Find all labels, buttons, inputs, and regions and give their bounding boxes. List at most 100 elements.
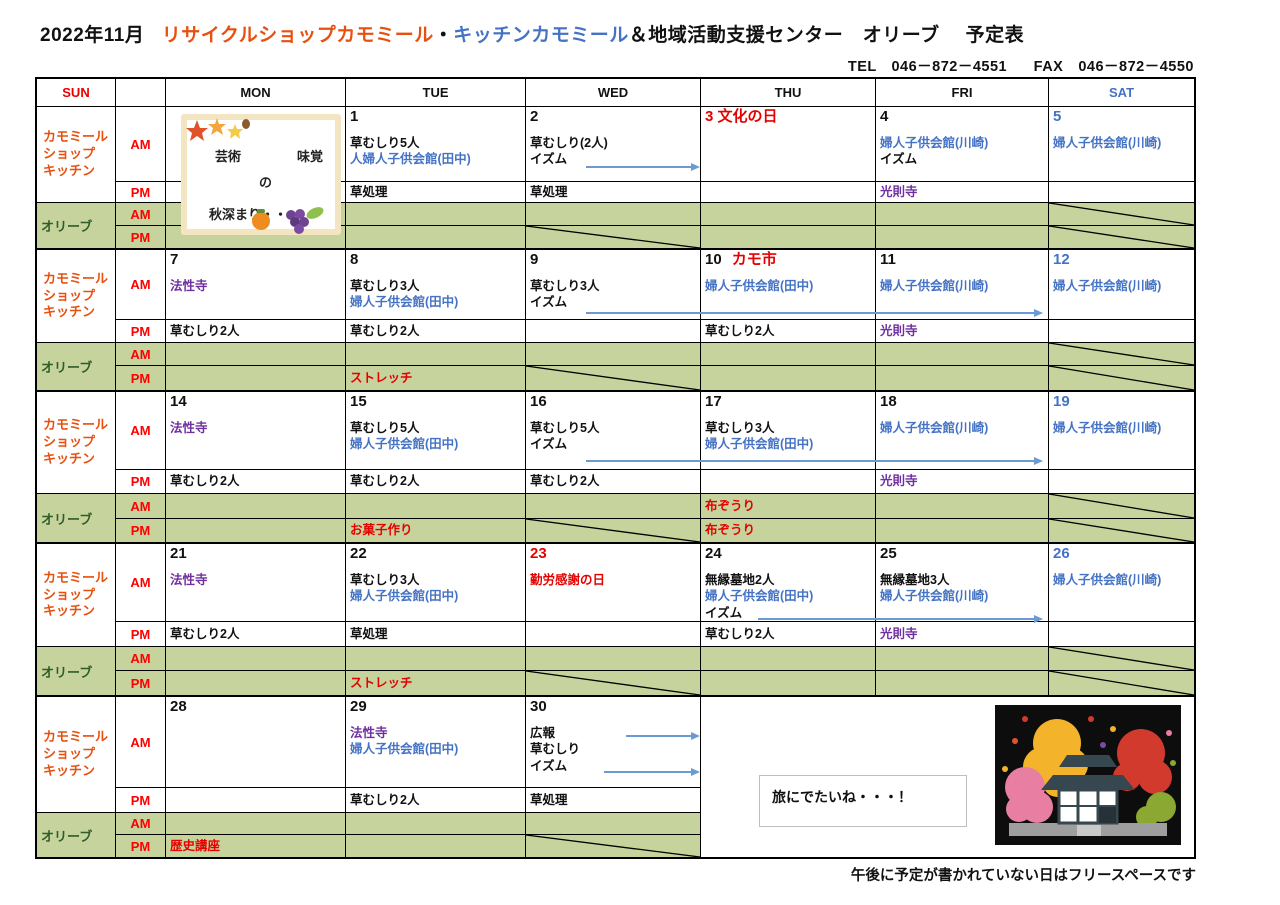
contact-line: TEL 046－872－4551 FAX 046－872－4550 bbox=[848, 55, 1194, 76]
cell-wed16-pm: 草むしり2人 bbox=[526, 470, 701, 494]
am-label: AM bbox=[116, 392, 166, 470]
date-21: 21 bbox=[170, 545, 187, 562]
cell-tue22-olive-pm: ストレッチ bbox=[346, 671, 526, 695]
cell-tue15-olive-pm: お菓子作り bbox=[346, 519, 526, 542]
olive-am-label: AM bbox=[116, 343, 166, 366]
pm-label: PM bbox=[116, 622, 166, 647]
cell-fri25-pm: 光則寺 bbox=[876, 622, 1049, 647]
cell-sat19-pm bbox=[1049, 470, 1194, 494]
header-fri: FRI bbox=[876, 79, 1049, 106]
cell-mon21-am: 21 法性寺 bbox=[166, 544, 346, 622]
cell-wed2-olive-pm bbox=[526, 226, 701, 248]
card-text: 味覚 bbox=[296, 149, 323, 164]
event: 婦人子供会館(田中) bbox=[705, 589, 814, 604]
cell-fri11-olive-pm bbox=[876, 366, 1049, 390]
cell-tue8-pm: 草むしり2人 bbox=[346, 320, 526, 343]
pink-tree bbox=[1005, 767, 1053, 823]
cell-wed2-olive-am bbox=[526, 203, 701, 226]
diagonal-line bbox=[526, 366, 700, 390]
event: イズム bbox=[705, 605, 743, 620]
week-row-1: カモミール ショップ キッチン オリーブ AM PM AM PM 1 草むしり5人 … bbox=[37, 107, 1194, 250]
cell-wed9-pm bbox=[526, 320, 701, 343]
cell-fri4-pm: 光則寺 bbox=[876, 182, 1049, 203]
cell-mon21-olive-am bbox=[166, 647, 346, 671]
cell-fri4-am: 4 婦人子供会館(川崎) イズム bbox=[876, 107, 1049, 182]
olive-label: オリーブ bbox=[37, 647, 116, 695]
date-19: 19 bbox=[1053, 393, 1070, 410]
cell-tue29-pm: 草むしり2人 bbox=[346, 788, 526, 813]
event: 草処理 bbox=[350, 626, 388, 641]
header-thu: THU bbox=[701, 79, 876, 106]
event: 草むしり2人 bbox=[350, 323, 420, 338]
event: 光則寺 bbox=[880, 474, 918, 489]
olive-pm-label: PM bbox=[116, 226, 166, 248]
week-row-4: カモミール ショップ キッチン オリーブ AM PM AM PM 21 法性寺 草む… bbox=[37, 544, 1194, 697]
cell-sat12-am: 12 婦人子供会館(川崎) bbox=[1049, 250, 1194, 320]
cell-tue22-pm: 草処理 bbox=[346, 622, 526, 647]
event: 法性寺 bbox=[350, 726, 388, 740]
cell-sat19-am: 19 婦人子供会館(川崎) bbox=[1049, 392, 1194, 470]
date-5: 5 bbox=[1053, 108, 1062, 125]
olive-am-label: AM bbox=[116, 203, 166, 226]
chamomile-label: カモミール ショップ キッチン bbox=[37, 392, 116, 494]
date-1: 1 bbox=[350, 108, 359, 125]
date-12: 12 bbox=[1053, 251, 1070, 268]
event: 婦人子供会館(田中) bbox=[350, 295, 459, 310]
cell-wed23-pm bbox=[526, 622, 701, 647]
header-sat: SAT bbox=[1108, 85, 1135, 100]
fax-number: FAX 046－872－4550 bbox=[1033, 59, 1194, 75]
am-label: AM bbox=[116, 250, 166, 320]
cell-sat19-olive-pm bbox=[1049, 519, 1194, 542]
cell-tue8-olive-am bbox=[346, 343, 526, 366]
event: 草むしり2人 bbox=[705, 323, 775, 338]
calendar-table: SUN MON TUE WED THU FRI SAT カモミール ショップ キッチ… bbox=[35, 77, 1196, 859]
cell-mon14-pm: 草むしり2人 bbox=[166, 470, 346, 494]
event: 草むしり bbox=[530, 742, 581, 757]
event: 光則寺 bbox=[880, 184, 918, 199]
cell-fri25-olive-am bbox=[876, 647, 1049, 671]
kamo-market-label: カモ市 bbox=[731, 251, 777, 268]
cell-tue22-olive-am bbox=[346, 647, 526, 671]
event: 婦人子供会館(川崎) bbox=[880, 589, 989, 604]
date-25: 25 bbox=[880, 545, 897, 562]
title-schedule: 予定表 bbox=[965, 25, 1025, 46]
cell-mon21-olive-pm bbox=[166, 671, 346, 695]
cell-fri11-am: 11 婦人子供会館(川崎) bbox=[876, 250, 1049, 320]
event: イズム bbox=[530, 295, 568, 310]
event: ストレッチ bbox=[350, 370, 413, 385]
cell-mon28-pm bbox=[166, 788, 346, 813]
cell-mon28-am: 28 bbox=[166, 697, 346, 788]
cell-mon7-olive-am bbox=[166, 343, 346, 366]
cell-wed9-olive-am bbox=[526, 343, 701, 366]
schedule-arrow bbox=[758, 615, 1043, 623]
cell-sat12-olive-pm bbox=[1049, 366, 1194, 390]
cell-wed9-olive-pm bbox=[526, 366, 701, 390]
title-shop: リサイクルショップカモミール bbox=[161, 25, 434, 46]
event: 婦人子供会館(川崎) bbox=[880, 279, 989, 293]
date-9: 9 bbox=[530, 251, 539, 268]
event: 草むしり5人 bbox=[530, 421, 600, 435]
event: 草むしり3人 bbox=[350, 573, 420, 587]
autumn-temple-illustration bbox=[995, 705, 1181, 845]
event: 婦人子供会館(田中) bbox=[705, 279, 814, 293]
cell-tue15-olive-am bbox=[346, 494, 526, 519]
free-space-area: 旅にでたいね・・・！ bbox=[701, 697, 1194, 857]
date-17: 17 bbox=[705, 393, 722, 410]
cell-thu17-am: 17 草むしり3人 婦人子供会館(田中) bbox=[701, 392, 876, 470]
event: 草むしり5人 bbox=[350, 421, 420, 435]
cell-fri18-olive-am bbox=[876, 494, 1049, 519]
diagonal-line bbox=[1049, 519, 1194, 542]
event: 婦人子供会館(川崎) bbox=[880, 421, 989, 435]
chamomile-label: カモミール ショップ キッチン bbox=[37, 697, 116, 813]
cell-mon7-olive-pm bbox=[166, 366, 346, 390]
header-tue: TUE bbox=[346, 79, 526, 106]
cell-thu24-olive-am bbox=[701, 647, 876, 671]
cell-fri25-am: 25 無縁墓地3人 婦人子供会館(川崎) bbox=[876, 544, 1049, 622]
event: 法性寺 bbox=[170, 279, 208, 293]
chamomile-label: カモミール ショップ キッチン bbox=[37, 250, 116, 343]
event: 草むしり5人 bbox=[350, 136, 420, 150]
event: 草むしり2人 bbox=[170, 626, 240, 641]
cell-sat5-am: 5 婦人子供会館(川崎) bbox=[1049, 107, 1194, 182]
page-title: 2022年11月 リサイクルショップカモミール・キッチンカモミール＆地域活動支援… bbox=[40, 20, 1024, 47]
event: 布ぞうり bbox=[705, 523, 756, 538]
